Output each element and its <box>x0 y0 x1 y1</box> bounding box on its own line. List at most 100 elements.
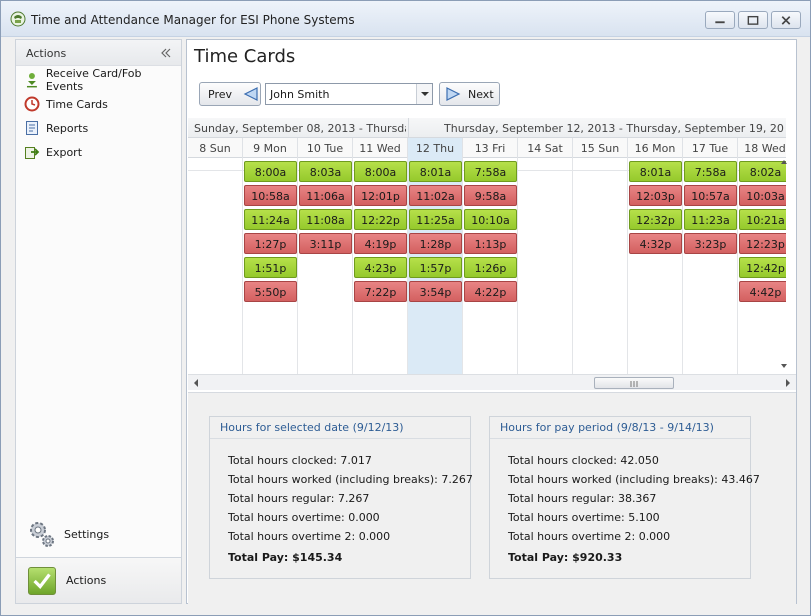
day-column[interactable] <box>298 158 353 374</box>
scroll-left-icon[interactable] <box>192 378 200 388</box>
hours-overtime: Total hours overtime: 0.000 <box>228 511 380 524</box>
punch-in-block[interactable]: 10:21a <box>739 209 786 230</box>
punch-out-block[interactable]: 12:23p <box>739 233 786 254</box>
punch-in-block[interactable]: 12:42p <box>739 257 786 278</box>
punch-out-block[interactable]: 4:32p <box>629 233 682 254</box>
grip-icon <box>630 381 638 387</box>
maximize-button[interactable] <box>738 11 768 29</box>
sidebar-header: Actions <box>16 40 181 66</box>
employee-select[interactable]: John Smith <box>265 83 433 105</box>
hours-overtime-2: Total hours overtime 2: 0.000 <box>508 530 671 543</box>
day-header[interactable]: 17 Tue <box>683 138 738 158</box>
next-button[interactable]: Next <box>439 82 500 106</box>
total-pay: Total Pay: $920.33 <box>508 551 623 564</box>
page-title: Time Cards <box>194 46 296 67</box>
day-column[interactable] <box>573 158 628 374</box>
vertical-scrollbar[interactable] <box>777 158 791 374</box>
punch-in-block[interactable]: 8:03a <box>299 161 352 182</box>
punch-in-block[interactable]: 1:26p <box>464 257 517 278</box>
settings-button[interactable]: Settings <box>26 518 109 550</box>
day-header[interactable]: 15 Sun <box>573 138 628 158</box>
punch-out-block[interactable]: 4:22p <box>464 281 517 302</box>
punch-out-block[interactable]: 1:28p <box>409 233 462 254</box>
punch-in-block[interactable]: 10:10a <box>464 209 517 230</box>
day-header[interactable]: 13 Fri <box>463 138 518 158</box>
punch-in-block[interactable]: 12:32p <box>629 209 682 230</box>
day-header[interactable]: 16 Mon <box>628 138 683 158</box>
punch-in-block[interactable]: 8:01a <box>409 161 462 182</box>
sidebar-item-reports[interactable]: Reports <box>16 116 181 140</box>
punch-out-block[interactable]: 1:13p <box>464 233 517 254</box>
punch-in-block[interactable]: 7:58a <box>464 161 517 182</box>
punch-out-block[interactable]: 1:27p <box>244 233 297 254</box>
punch-out-block[interactable]: 7:22p <box>354 281 407 302</box>
next-label: Next <box>468 87 494 101</box>
scroll-thumb[interactable] <box>594 377 674 389</box>
settings-label: Settings <box>64 527 110 541</box>
punch-out-block[interactable]: 5:50p <box>244 281 297 302</box>
punch-in-block[interactable]: 8:02a <box>739 161 786 182</box>
punch-out-block[interactable]: 9:58a <box>464 185 517 206</box>
punch-out-block[interactable]: 4:19p <box>354 233 407 254</box>
punch-in-block[interactable]: 8:00a <box>354 161 407 182</box>
punch-in-block[interactable]: 7:58a <box>684 161 737 182</box>
day-header[interactable]: 18 Wed <box>738 138 786 158</box>
punch-in-block[interactable]: 4:23p <box>354 257 407 278</box>
scroll-right-icon[interactable] <box>784 378 792 388</box>
day-column[interactable] <box>518 158 573 374</box>
day-header[interactable]: 11 Wed <box>353 138 408 158</box>
actions-sidebar: Actions Receive Card/Fob Events Time Car… <box>15 39 182 604</box>
close-button[interactable] <box>771 11 801 29</box>
punch-in-block[interactable]: 11:08a <box>299 209 352 230</box>
punch-in-block[interactable]: 8:01a <box>629 161 682 182</box>
punch-in-block[interactable]: 1:51p <box>244 257 297 278</box>
sidebar-item-label: Receive Card/Fob Events <box>45 67 142 93</box>
punch-out-block[interactable]: 10:57a <box>684 185 737 206</box>
day-column[interactable] <box>243 158 298 374</box>
day-column[interactable] <box>628 158 683 374</box>
maximize-icon <box>747 15 759 25</box>
day-header[interactable]: 8 Sun <box>188 138 243 158</box>
day-header[interactable]: 12 Thu <box>408 138 463 158</box>
punch-in-block[interactable]: 1:57p <box>409 257 462 278</box>
punch-out-block[interactable]: 3:11p <box>299 233 352 254</box>
day-column[interactable] <box>353 158 408 374</box>
punch-in-block[interactable]: 8:00a <box>244 161 297 182</box>
total-pay: Total Pay: $145.34 <box>228 551 343 564</box>
day-header[interactable]: 10 Tue <box>298 138 353 158</box>
dropdown-button[interactable] <box>416 84 432 104</box>
day-header[interactable]: 9 Mon <box>243 138 298 158</box>
horizontal-scrollbar[interactable] <box>188 374 796 390</box>
punch-out-block[interactable]: 3:23p <box>684 233 737 254</box>
minimize-button[interactable] <box>705 11 735 29</box>
punch-out-block[interactable]: 10:58a <box>244 185 297 206</box>
day-column[interactable] <box>683 158 738 374</box>
punch-out-block[interactable]: 11:02a <box>409 185 462 206</box>
punch-out-block[interactable]: 12:03p <box>629 185 682 206</box>
punch-out-block[interactable]: 11:06a <box>299 185 352 206</box>
punch-out-block[interactable]: 12:01p <box>354 185 407 206</box>
punch-out-block[interactable]: 4:42p <box>739 281 786 302</box>
scroll-up-icon[interactable] <box>780 158 788 166</box>
panel-title: Hours for selected date (9/12/13) <box>220 421 404 434</box>
prev-button[interactable]: Prev <box>199 82 261 106</box>
sidebar-item-label: Reports <box>46 121 89 135</box>
punch-in-block[interactable]: 11:24a <box>244 209 297 230</box>
collapse-icon[interactable] <box>161 48 171 58</box>
hours-clocked: Total hours clocked: 42.050 <box>508 454 659 467</box>
actions-pane-button[interactable]: Actions <box>16 557 181 603</box>
punch-in-block[interactable]: 11:25a <box>409 209 462 230</box>
day-header[interactable]: 14 Sat <box>518 138 573 158</box>
day-column[interactable] <box>188 158 243 374</box>
scroll-down-icon[interactable] <box>780 362 788 370</box>
punch-out-block[interactable]: 3:54p <box>409 281 462 302</box>
day-column[interactable] <box>463 158 518 374</box>
sidebar-item-receive-events[interactable]: Receive Card/Fob Events <box>16 67 181 93</box>
sidebar-item-time-cards[interactable]: Time Cards <box>16 92 181 116</box>
punch-out-block[interactable]: 10:03a <box>739 185 786 206</box>
pay-period-summary: Hours for pay period (9/8/13 - 9/14/13) … <box>489 416 760 579</box>
sidebar-item-export[interactable]: Export <box>16 140 181 164</box>
punch-in-block[interactable]: 12:22p <box>354 209 407 230</box>
punch-in-block[interactable]: 11:23a <box>684 209 737 230</box>
